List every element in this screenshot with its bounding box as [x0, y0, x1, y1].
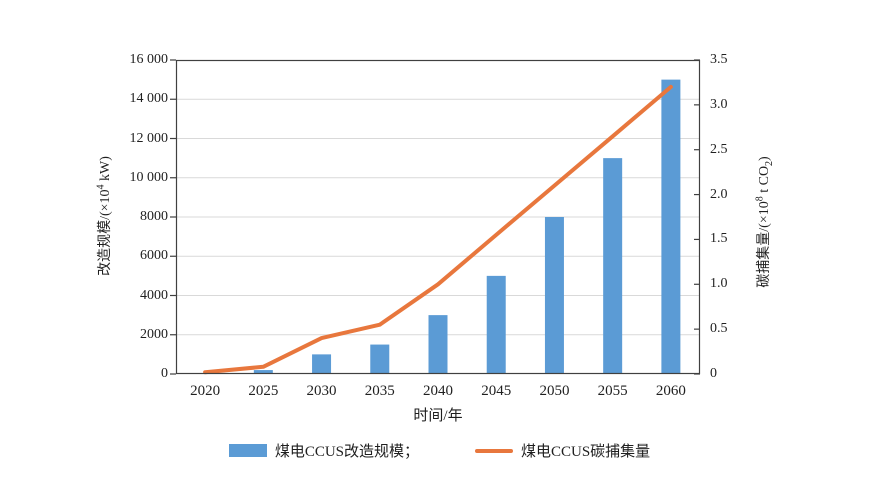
left-axis-title: 改造规模/(×104 kW): [94, 156, 114, 276]
x-axis-tick-label: 2050: [539, 383, 570, 399]
left-axis-title-text: 改造规模/(×10: [98, 189, 113, 276]
right-axis-tick-label: 3.5: [710, 52, 728, 67]
x-axis-tick-label: 2020: [190, 383, 221, 399]
x-axis-tick-label: 2060: [655, 383, 686, 399]
left-axis-tick-label: 4000: [140, 287, 168, 303]
legend-item-line: 煤电CCUS碳捕集量: [475, 440, 650, 461]
legend-item-bars: 煤电CCUS改造规模；: [228, 440, 419, 461]
x-axis-tick-label: 2040: [423, 383, 453, 399]
legend-label-line: 煤电CCUS碳捕集量: [521, 444, 651, 460]
x-axis-tick-label: 2045: [481, 383, 512, 399]
left-axis-tick-label: 0: [161, 366, 168, 381]
x-axis-title: 时间/年: [413, 408, 463, 424]
x-axis-tick-label: 2030: [306, 383, 337, 399]
right-axis-tick-label: 0: [710, 366, 717, 381]
left-axis-title-unit: kW): [98, 156, 113, 185]
chart-legend: 煤电CCUS改造规模； 煤电CCUS碳捕集量: [0, 440, 879, 461]
right-axis-title-sup: 8: [754, 196, 766, 202]
bar: [544, 217, 564, 374]
left-axis-tick-label: 2000: [140, 326, 168, 342]
plot-area: [170, 59, 701, 375]
trend-line: [203, 84, 673, 375]
left-axis-tick-label: 10 000: [129, 169, 169, 185]
right-axis-tick-label: 2.0: [710, 186, 728, 202]
right-axis-title-text: 碳捕集量/(×10: [757, 201, 773, 288]
left-axis-tick-label: 12 000: [129, 130, 169, 146]
bar: [486, 275, 506, 374]
left-axis-title-sup: 4: [95, 184, 107, 190]
left-axis-tick-label: 14 000: [129, 91, 169, 107]
x-axis-tick-label: 2055: [597, 383, 628, 399]
bar-series-swatch: [228, 444, 267, 457]
plot-border: [175, 59, 701, 375]
right-axis-tick-label: 2.5: [710, 141, 728, 157]
x-axis-tick-label: 2035: [364, 383, 395, 399]
line-series-swatch: [475, 448, 513, 453]
bar: [253, 370, 273, 374]
right-axis-tick-label: 1.0: [710, 276, 728, 292]
right-axis-title: 碳捕集量/(×108 t CO2): [753, 156, 775, 288]
right-axis-tick-label: 3.0: [710, 96, 728, 112]
bar: [370, 344, 390, 374]
right-axis-title-close: ): [757, 156, 773, 161]
right-axis-title-sub: 2: [763, 160, 775, 166]
left-axis-tick-label: 8000: [140, 209, 168, 224]
combo-chart: [170, 59, 701, 375]
right-axis-tick-label: 1.5: [710, 231, 728, 247]
bar: [603, 158, 623, 374]
bar: [312, 354, 332, 374]
left-axis-tick-label: 16 000: [129, 52, 169, 67]
legend-label-bars: 煤电CCUS改造规模；: [274, 444, 419, 460]
right-axis-tick-label: 0.5: [710, 321, 728, 337]
bar: [661, 79, 681, 374]
bar: [428, 315, 448, 374]
left-axis-tick-label: 6000: [140, 248, 168, 264]
right-axis-title-unit: t CO: [757, 165, 773, 197]
x-axis-tick-label: 2025: [248, 383, 279, 399]
